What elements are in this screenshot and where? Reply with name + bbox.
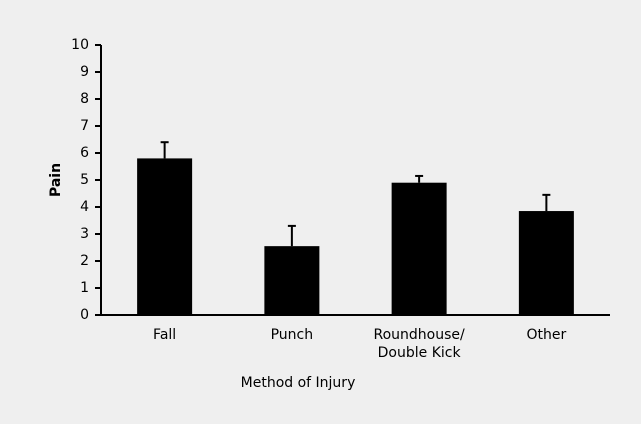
bar: [391, 182, 447, 315]
error-bar: [542, 193, 551, 212]
y-tick-label: 3: [80, 226, 89, 242]
y-tick-label: 5: [80, 172, 89, 188]
x-tick-label: Punch: [271, 327, 314, 343]
y-tick-label: 0: [80, 307, 89, 323]
y-tick-label: 1: [80, 280, 89, 296]
y-tick-label: 9: [80, 64, 89, 80]
x-axis-label: Method of Injury: [241, 375, 356, 391]
y-tick-label: 7: [80, 118, 89, 134]
bar: [518, 211, 574, 315]
y-tick-label: 10: [71, 37, 89, 53]
x-tick-label: Other: [526, 327, 566, 343]
y-tick-label: 4: [80, 199, 89, 215]
x-tick-label: Fall: [153, 327, 176, 343]
y-axis-label: Pain: [48, 163, 64, 197]
y-tick-label: 8: [80, 91, 89, 107]
error-bar: [287, 224, 296, 247]
error-bar: [160, 141, 169, 159]
bar: [137, 158, 193, 315]
error-bar: [415, 174, 424, 183]
y-tick-label: 6: [80, 145, 89, 161]
y-tick-label: 2: [80, 253, 89, 269]
bar: [264, 246, 320, 315]
x-tick-label: Roundhouse/Double Kick: [374, 327, 466, 361]
